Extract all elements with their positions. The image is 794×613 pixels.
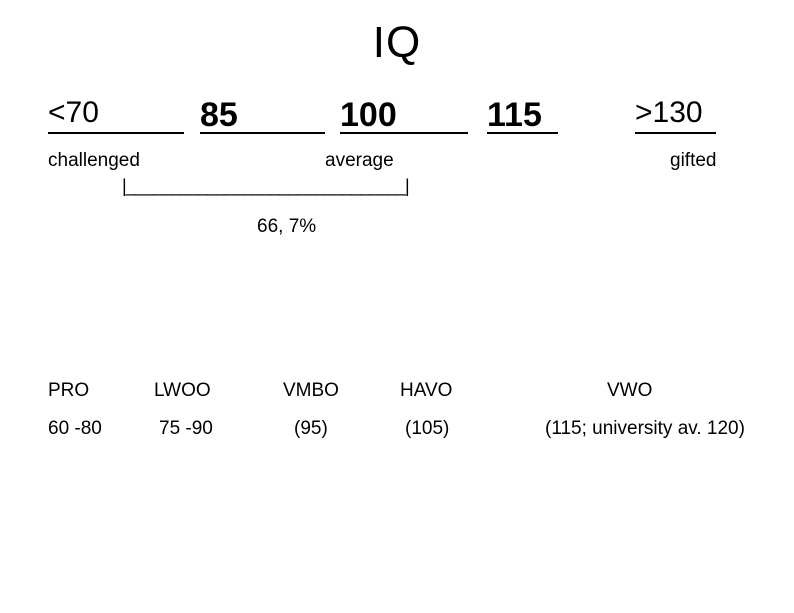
category-gifted: gifted — [670, 150, 716, 172]
bracket-row: |_______________________________| — [0, 176, 794, 198]
school-vmbo: VMBO — [283, 380, 339, 402]
school-lwoo: LWOO — [154, 380, 211, 402]
scale-underline-4 — [487, 132, 558, 134]
percent-label: 66, 7% — [257, 216, 316, 238]
ranges-row: 60 -80 75 -90 (95) (105) (115; universit… — [0, 418, 794, 442]
school-havo: HAVO — [400, 380, 452, 402]
scale-115: 115 — [487, 96, 542, 135]
percent-row: 66, 7% — [0, 216, 794, 240]
school-vwo: VWO — [607, 380, 652, 402]
range-vwo: (115; university av. 120) — [545, 418, 745, 440]
category-average: average — [325, 150, 394, 172]
scale-underline-2 — [200, 132, 325, 134]
page-title: IQ — [0, 18, 794, 68]
average-range-bracket: |_______________________________| — [122, 176, 409, 197]
range-havo: (105) — [405, 418, 449, 440]
iq-scale: <70 85 100 115 >130 — [0, 96, 794, 136]
school-pro: PRO — [48, 380, 89, 402]
range-vmbo: (95) — [294, 418, 328, 440]
range-lwoo: 75 -90 — [159, 418, 213, 440]
scale-85: 85 — [200, 96, 238, 135]
category-challenged: challenged — [48, 150, 140, 172]
scale-underline-3 — [340, 132, 468, 134]
scale-underline-1 — [48, 132, 184, 134]
scale-70: <70 — [48, 96, 99, 130]
range-pro: 60 -80 — [48, 418, 102, 440]
category-row: challenged average gifted — [0, 150, 794, 174]
scale-100: 100 — [340, 96, 397, 135]
scale-130: >130 — [635, 96, 703, 130]
scale-underline-5 — [635, 132, 716, 134]
schools-row: PRO LWOO VMBO HAVO VWO — [0, 380, 794, 404]
